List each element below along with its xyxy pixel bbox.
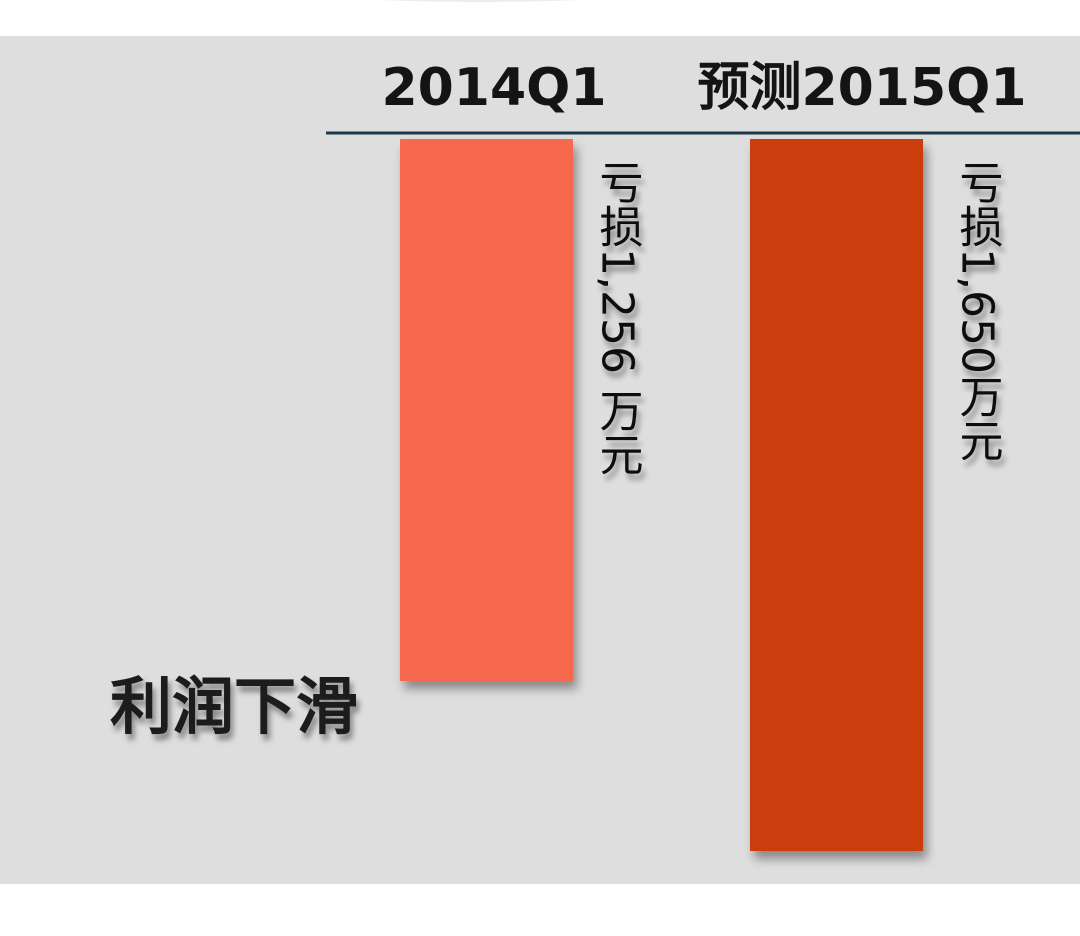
value-label: 亏损1,256 万元 [592, 160, 643, 476]
bar-预测2015Q1 [750, 139, 923, 851]
bar-2014Q1 [400, 139, 573, 681]
decorative-top-arc [250, 0, 710, 2]
value-label: 亏损1,650万元 [952, 160, 1003, 462]
category-label: 2014Q1 [381, 58, 606, 118]
category-label: 预测2015Q1 [697, 58, 1026, 118]
chart-annotation: 利润下滑 [110, 670, 358, 743]
